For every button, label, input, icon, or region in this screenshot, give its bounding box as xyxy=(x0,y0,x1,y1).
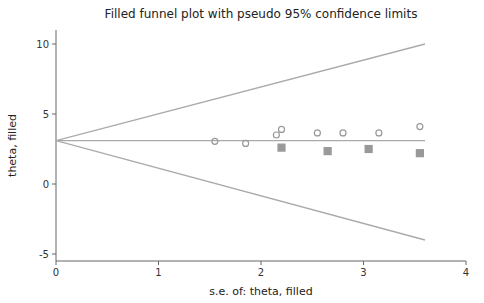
circle-point xyxy=(417,124,423,130)
line xyxy=(56,44,425,141)
x-tick-label: 2 xyxy=(258,267,264,278)
x-tick-label: 3 xyxy=(360,267,366,278)
chart: 0 1 2 3 4 -5 0 5 10 Filled funnel plot with pseud… xyxy=(0,0,484,303)
y-tick xyxy=(52,184,56,185)
line xyxy=(56,140,425,141)
x-tick xyxy=(158,261,159,265)
y-tick-label: 10 xyxy=(36,39,49,50)
circle-point xyxy=(376,130,382,136)
circle-point xyxy=(273,132,279,138)
y-tick xyxy=(52,114,56,115)
x-axis-label: s.e. of: theta, filled xyxy=(209,285,312,298)
x-tick xyxy=(466,261,467,265)
x-tick xyxy=(363,261,364,265)
circle-point xyxy=(314,130,320,136)
circle-point xyxy=(279,126,285,132)
x-tick-label: 0 xyxy=(53,267,59,278)
circle-point xyxy=(340,130,346,136)
line xyxy=(56,141,425,240)
square-point xyxy=(365,146,372,153)
x-tick xyxy=(56,261,57,265)
circle-point xyxy=(243,140,249,146)
x-tick-label: 4 xyxy=(463,267,469,278)
y-tick xyxy=(52,254,56,255)
x-tick xyxy=(261,261,262,265)
plot-area xyxy=(56,44,425,240)
title: Filled funnel plot with pseudo 95% confi… xyxy=(105,7,418,21)
y-tick xyxy=(52,44,56,45)
square-point xyxy=(278,144,285,151)
square-point xyxy=(416,150,423,157)
y-axis-line xyxy=(56,30,57,261)
y-tick-label: 0 xyxy=(43,179,49,190)
y-tick-label: -5 xyxy=(39,249,49,260)
y-tick-label: 5 xyxy=(43,109,49,120)
circle-point xyxy=(212,138,218,144)
square-point xyxy=(324,148,331,155)
x-tick-label: 1 xyxy=(155,267,161,278)
y-axis-label: theta, filled xyxy=(6,114,19,177)
